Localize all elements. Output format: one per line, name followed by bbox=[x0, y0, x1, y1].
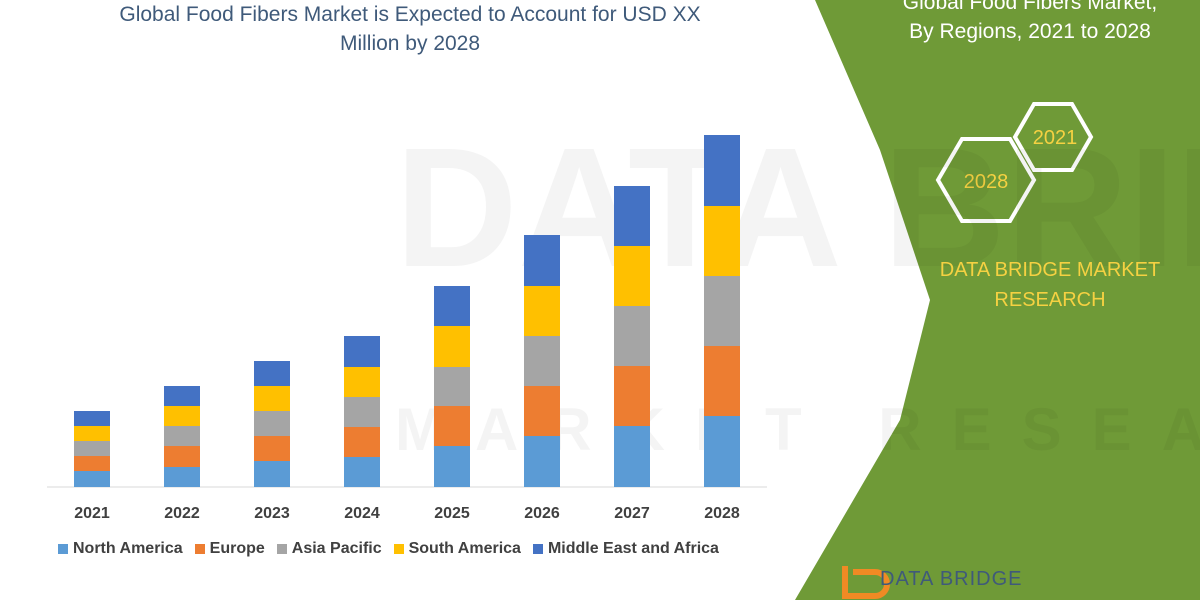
legend-label: Middle East and Africa bbox=[547, 540, 719, 557]
brand: DATA BRIDGE MARKET RESEARCH bbox=[939, 259, 1161, 311]
legend-swatch bbox=[58, 544, 68, 554]
bar-segment bbox=[614, 246, 650, 306]
bar-segment bbox=[704, 346, 740, 416]
bar-segment bbox=[434, 446, 470, 487]
x-tick-label: 2028 bbox=[704, 505, 740, 522]
bar-segment bbox=[434, 406, 470, 446]
legend-item: Middle East and Africa bbox=[532, 540, 719, 558]
bar-segment bbox=[74, 441, 110, 456]
hexagon bbox=[1012, 102, 1094, 172]
x-tick-label: 2027 bbox=[614, 505, 650, 522]
bar-segment bbox=[704, 276, 740, 346]
bar-segment bbox=[614, 366, 650, 426]
bar-segment bbox=[434, 286, 470, 326]
bar-segment bbox=[74, 426, 110, 441]
logo-text: DATA BRIDGE bbox=[880, 568, 1023, 590]
bar-segment bbox=[344, 397, 380, 427]
bar-segment bbox=[164, 446, 200, 467]
legend-label: Europe bbox=[209, 540, 265, 557]
legend-item: North America bbox=[58, 540, 183, 558]
hex-label: 2028 bbox=[964, 171, 1009, 193]
legend-swatch bbox=[532, 544, 543, 554]
logo-icon bbox=[842, 566, 890, 599]
bar-segment bbox=[704, 416, 740, 487]
bar-segment bbox=[344, 427, 380, 457]
legend-label: North America bbox=[73, 540, 183, 557]
x-tick-label: 2022 bbox=[164, 505, 200, 522]
bar-segment bbox=[434, 326, 470, 367]
legend-item: South America bbox=[393, 540, 521, 558]
bar-segment bbox=[74, 471, 110, 487]
x-tick-label: 2023 bbox=[254, 505, 290, 522]
legend-swatch bbox=[393, 544, 404, 554]
bar-segment bbox=[524, 235, 560, 286]
legend-item: Asia Pacific bbox=[276, 540, 382, 558]
x-tick-label: 2021 bbox=[74, 505, 110, 522]
bar-segment bbox=[254, 361, 290, 386]
legend: North America Europe Asia Pacific South Ame… bbox=[58, 540, 719, 558]
x-tick-label: 2025 bbox=[434, 505, 470, 522]
bar-segment bbox=[434, 367, 470, 406]
legend-label: Asia Pacific bbox=[291, 540, 382, 557]
panel-title-line: By Regions, 2021 to 2028 bbox=[909, 20, 1151, 43]
bar-segment bbox=[74, 456, 110, 471]
hex-label: 2021 bbox=[1033, 127, 1078, 149]
bar-segment bbox=[254, 386, 290, 411]
hexagon bbox=[935, 137, 1037, 223]
bar-segment bbox=[614, 306, 650, 366]
bar-segment bbox=[164, 426, 200, 446]
bar-segment bbox=[344, 336, 380, 367]
legend-swatch bbox=[194, 544, 205, 554]
green-panel bbox=[795, 0, 1200, 600]
bar-segment bbox=[254, 411, 290, 436]
bar-segment bbox=[524, 436, 560, 487]
bar-segment bbox=[254, 461, 290, 487]
legend-swatch bbox=[276, 544, 287, 554]
bar-segment bbox=[164, 467, 200, 487]
legend-label: South America bbox=[408, 540, 521, 557]
x-tick-label: 2026 bbox=[524, 505, 560, 522]
legend-item: Europe bbox=[194, 540, 265, 558]
panel-title: Global Food Fibers Market, By Regions, 2… bbox=[860, 0, 1200, 46]
bar-segment bbox=[164, 406, 200, 426]
bar-segment bbox=[704, 206, 740, 276]
bar-segment bbox=[254, 436, 290, 461]
chart: 2021 2022 2023 2024 2025 2026 2027 2028 bbox=[47, 135, 767, 522]
bar-segment bbox=[614, 426, 650, 487]
chart-title: Global Food Fibers Market is Expected to… bbox=[119, 3, 701, 55]
bar-segment bbox=[524, 286, 560, 336]
bar-segment bbox=[614, 186, 650, 246]
bar-segment bbox=[344, 367, 380, 397]
bar-segment bbox=[524, 386, 560, 436]
x-tick-label: 2024 bbox=[344, 505, 380, 522]
bar-segment bbox=[74, 411, 110, 426]
bar-segment bbox=[524, 336, 560, 386]
panel-title-line: Global Food Fibers Market, bbox=[902, 0, 1158, 14]
bar-segment bbox=[164, 386, 200, 406]
bar-segment bbox=[704, 135, 740, 206]
bar-segment bbox=[344, 457, 380, 487]
